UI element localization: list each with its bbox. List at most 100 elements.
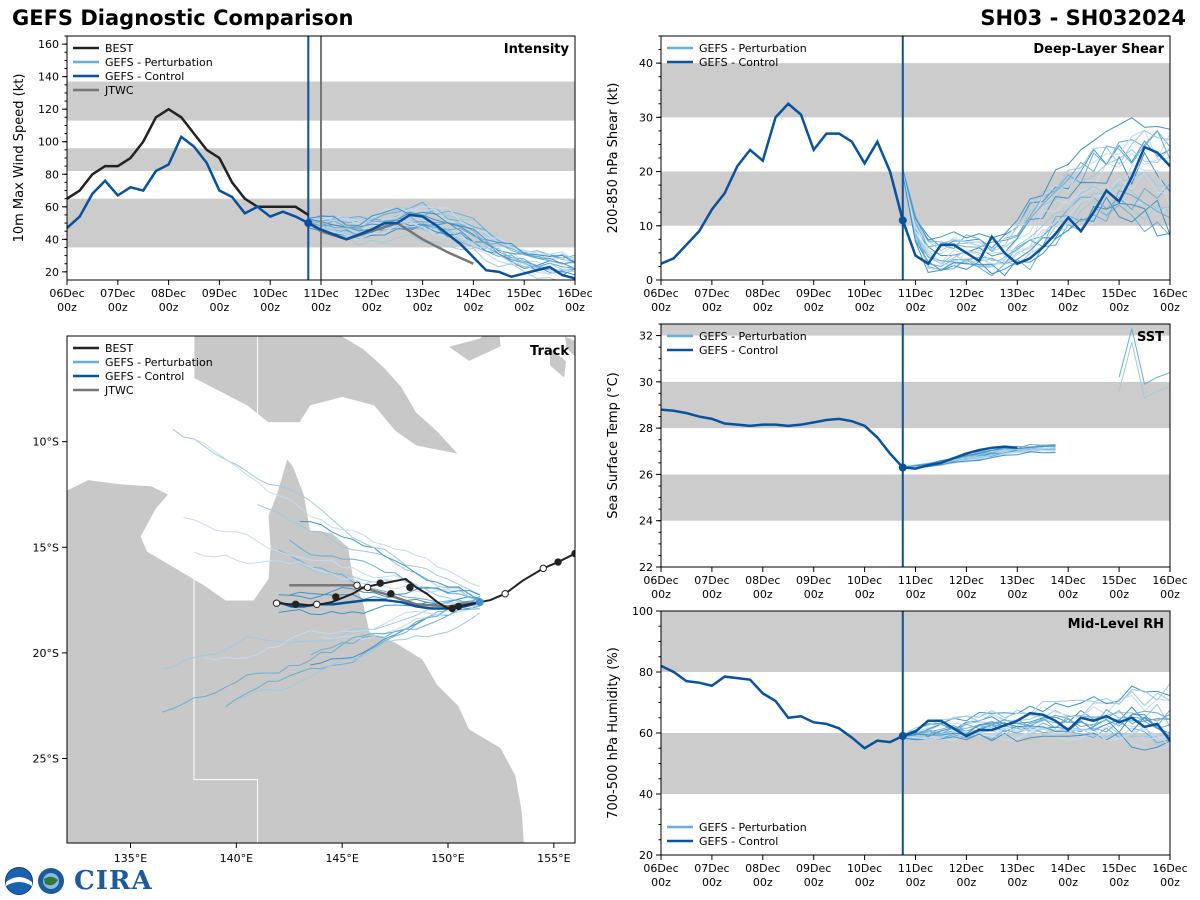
perturbation-track bbox=[299, 521, 481, 601]
legend-label: GEFS - Perturbation bbox=[699, 330, 807, 343]
x-tick-day: 13Dec bbox=[1000, 574, 1035, 587]
y-tick-label: 32 bbox=[639, 330, 653, 343]
perturbation-member-line bbox=[902, 173, 1170, 275]
perturbation-member-line bbox=[902, 171, 1170, 269]
x-tick-day: 10Dec bbox=[253, 287, 288, 300]
lon-tick-label: 155°E bbox=[537, 852, 570, 865]
perturbation-member-line bbox=[308, 207, 575, 264]
perturbation-member-line bbox=[902, 153, 1170, 256]
best-track-line bbox=[67, 107, 309, 216]
x-tick-hour: 00z bbox=[753, 301, 773, 314]
x-tick-hour: 00z bbox=[108, 301, 128, 314]
chart-title: Mid-Level RH bbox=[1068, 617, 1164, 632]
perturbation-member-line bbox=[902, 164, 1170, 263]
y-tick-label: 0 bbox=[646, 274, 653, 287]
perturbation-member-line bbox=[902, 130, 1170, 253]
perturbation-track bbox=[172, 428, 481, 596]
x-tick-day: 16Dec bbox=[557, 287, 592, 300]
perturbation-member-line bbox=[308, 205, 575, 262]
noaa-logo-icon bbox=[5, 867, 64, 895]
perturbation-track bbox=[289, 560, 480, 605]
x-tick-hour: 00z bbox=[57, 301, 77, 314]
y-tick-label: 80 bbox=[639, 666, 653, 679]
x-tick-day: 10Dec bbox=[847, 862, 882, 875]
legend-label: GEFS - Perturbation bbox=[699, 821, 807, 834]
y-tick-label: 120 bbox=[38, 103, 59, 116]
x-tick-hour: 00z bbox=[702, 876, 722, 889]
chart-rh: 2040608010006Dec00z07Dec00z08Dec00z09Dec… bbox=[606, 605, 1188, 889]
x-tick-day: 08Dec bbox=[745, 287, 780, 300]
lat-tick-label: 10°S bbox=[33, 436, 59, 449]
legend-label: GEFS - Control bbox=[105, 70, 184, 83]
y-tick-label: 100 bbox=[38, 136, 59, 149]
y-tick-label: 20 bbox=[45, 266, 59, 279]
best-track-marker bbox=[448, 604, 456, 613]
x-tick-day: 11Dec bbox=[898, 862, 933, 875]
perturbation-member-line bbox=[308, 222, 575, 271]
best-track-marker bbox=[501, 590, 509, 598]
x-tick-day: 06Dec bbox=[49, 287, 84, 300]
x-tick-hour: 00z bbox=[651, 876, 671, 889]
x-tick-day: 13Dec bbox=[405, 287, 440, 300]
x-tick-hour: 00z bbox=[702, 588, 722, 601]
y-axis-label: 200-850 hPa Shear (kt) bbox=[606, 83, 621, 234]
x-tick-hour: 00z bbox=[1160, 588, 1180, 601]
y-tick-label: 26 bbox=[639, 468, 653, 481]
x-tick-day: 10Dec bbox=[847, 574, 882, 587]
y-tick-label: 28 bbox=[639, 422, 653, 435]
legend-label: JTWC bbox=[104, 84, 134, 97]
legend-label: GEFS - Control bbox=[699, 56, 778, 69]
chart-intensity: 2040608010012014016006Dec00z07Dec00z08De… bbox=[12, 35, 593, 314]
perturbation-member-line bbox=[902, 706, 1170, 737]
chart-title: Intensity bbox=[504, 42, 570, 57]
best-track-marker bbox=[376, 579, 384, 587]
x-tick-day: 13Dec bbox=[1000, 287, 1035, 300]
lon-tick-label: 145°E bbox=[325, 852, 358, 865]
x-tick-day: 16Dec bbox=[1152, 862, 1187, 875]
landmass bbox=[67, 457, 525, 843]
legend-label: BEST bbox=[105, 342, 133, 355]
shaded-band bbox=[661, 381, 1170, 429]
best-track-marker bbox=[272, 599, 281, 607]
x-tick-day: 06Dec bbox=[643, 862, 678, 875]
perturbation-member-line bbox=[902, 731, 1170, 751]
perturbation-track bbox=[236, 612, 481, 701]
perturbation-track bbox=[288, 539, 480, 599]
perturbation-member-line bbox=[902, 708, 1170, 737]
x-tick-hour: 00z bbox=[651, 588, 671, 601]
x-tick-day: 13Dec bbox=[1000, 862, 1035, 875]
x-tick-hour: 00z bbox=[957, 301, 977, 314]
legend-label: GEFS - Control bbox=[699, 835, 778, 848]
landmass bbox=[447, 336, 502, 362]
best-track-marker bbox=[554, 558, 562, 566]
init-position-marker bbox=[475, 598, 484, 607]
x-tick-day: 12Dec bbox=[354, 287, 389, 300]
chart-sst: 22242628303206Dec00z07Dec00z08Dec00z09De… bbox=[606, 323, 1188, 601]
x-tick-day: 12Dec bbox=[949, 287, 984, 300]
x-tick-hour: 00z bbox=[804, 588, 824, 601]
cira-logo: CIRA bbox=[4, 866, 153, 896]
best-track-marker bbox=[454, 602, 463, 611]
control-line bbox=[661, 664, 1170, 750]
x-tick-hour: 00z bbox=[957, 876, 977, 889]
x-tick-day: 14Dec bbox=[456, 287, 491, 300]
shaded-band bbox=[661, 611, 1170, 672]
x-tick-day: 15Dec bbox=[1101, 574, 1136, 587]
lat-tick-label: 20°S bbox=[33, 647, 59, 660]
x-tick-hour: 00z bbox=[702, 301, 722, 314]
x-tick-day: 09Dec bbox=[202, 287, 237, 300]
x-tick-hour: 00z bbox=[413, 301, 433, 314]
jtwc-line bbox=[307, 221, 474, 265]
x-tick-hour: 00z bbox=[1007, 876, 1027, 889]
x-tick-day: 10Dec bbox=[847, 287, 882, 300]
x-tick-day: 07Dec bbox=[694, 862, 729, 875]
x-tick-day: 09Dec bbox=[796, 574, 831, 587]
best-track-marker bbox=[539, 564, 547, 573]
x-tick-hour: 00z bbox=[210, 301, 230, 314]
landmass bbox=[193, 336, 460, 455]
legend-label: JTWC bbox=[104, 384, 134, 397]
x-tick-day: 15Dec bbox=[1101, 287, 1136, 300]
perturbation-member-line bbox=[902, 443, 1056, 468]
x-tick-hour: 00z bbox=[1160, 301, 1180, 314]
y-axis-label: 700-500 hPa Humidity (%) bbox=[606, 647, 621, 819]
